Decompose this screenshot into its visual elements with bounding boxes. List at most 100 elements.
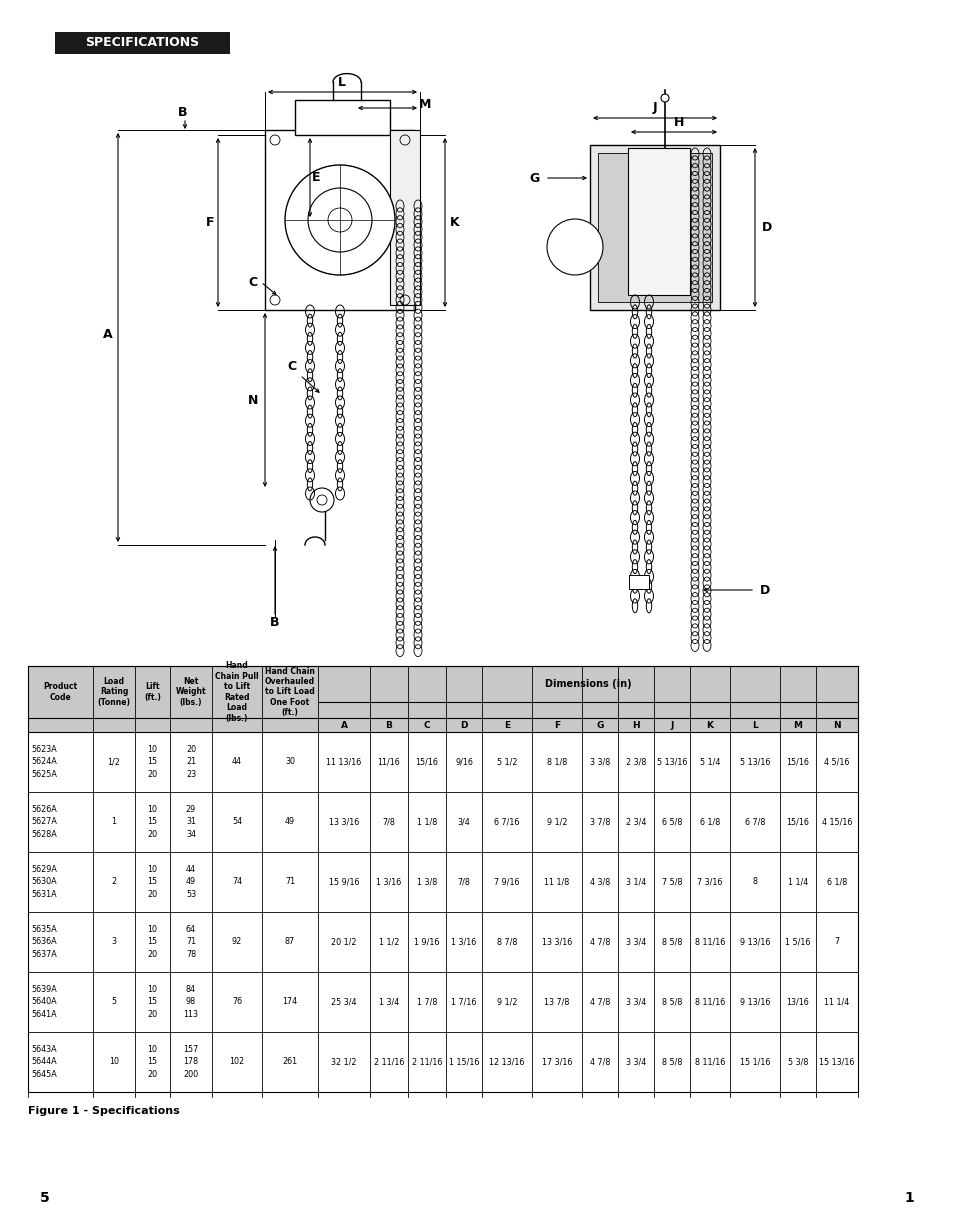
Text: 84
98
113: 84 98 113 — [183, 985, 198, 1018]
Text: SPECIFICATIONS: SPECIFICATIONS — [86, 37, 199, 49]
Text: 20
21
23: 20 21 23 — [186, 745, 196, 779]
Text: 20 1/2: 20 1/2 — [331, 937, 356, 946]
Text: 5626A
5627A
5628A: 5626A 5627A 5628A — [30, 805, 57, 839]
Text: E: E — [312, 171, 320, 184]
Text: B: B — [270, 616, 279, 628]
Bar — [28, 972, 857, 1032]
Text: D: D — [760, 584, 769, 596]
Text: Load
Rating
(Tonne): Load Rating (Tonne) — [97, 677, 131, 707]
Text: 4 7/8: 4 7/8 — [589, 937, 610, 946]
Text: 1 3/16: 1 3/16 — [451, 937, 476, 946]
Text: K: K — [706, 720, 713, 730]
Text: J: J — [670, 720, 673, 730]
Text: 7/8: 7/8 — [382, 817, 395, 827]
Text: Net
Weight
(lbs.): Net Weight (lbs.) — [175, 677, 206, 707]
Text: 9 1/2: 9 1/2 — [497, 998, 517, 1006]
Text: 7 9/16: 7 9/16 — [494, 877, 519, 886]
Bar — [598, 153, 711, 302]
Text: 9 13/16: 9 13/16 — [739, 998, 769, 1006]
Text: 5635A
5636A
5637A: 5635A 5636A 5637A — [30, 925, 56, 960]
Text: 54: 54 — [232, 817, 242, 827]
Text: 1 9/16: 1 9/16 — [414, 937, 439, 946]
Text: 3 3/4: 3 3/4 — [625, 1058, 645, 1066]
Text: 3 1/4: 3 1/4 — [625, 877, 645, 886]
Text: 174: 174 — [282, 998, 297, 1006]
Text: 10
15
20: 10 15 20 — [148, 925, 157, 960]
Text: 9 1/2: 9 1/2 — [546, 817, 567, 827]
Text: 157
178
200: 157 178 200 — [183, 1045, 198, 1079]
Text: 3 7/8: 3 7/8 — [589, 817, 610, 827]
Text: 1: 1 — [112, 817, 116, 827]
Text: 10
15
20: 10 15 20 — [148, 805, 157, 839]
Text: 4 3/8: 4 3/8 — [589, 877, 610, 886]
Text: 11 1/8: 11 1/8 — [544, 877, 569, 886]
Text: 1 1/8: 1 1/8 — [416, 817, 436, 827]
Text: F: F — [554, 720, 559, 730]
Text: 1 1/4: 1 1/4 — [787, 877, 807, 886]
Text: 3 3/8: 3 3/8 — [589, 757, 610, 767]
Text: H: H — [632, 720, 639, 730]
Text: B: B — [385, 720, 392, 730]
Text: 74: 74 — [232, 877, 242, 886]
Text: M: M — [793, 720, 801, 730]
Text: 5639A
5640A
5641A: 5639A 5640A 5641A — [30, 985, 56, 1018]
Text: 2 3/4: 2 3/4 — [625, 817, 645, 827]
Text: 32 1/2: 32 1/2 — [331, 1058, 356, 1066]
Text: 9/16: 9/16 — [455, 757, 473, 767]
Text: 49: 49 — [285, 817, 294, 827]
Text: 4 7/8: 4 7/8 — [589, 1058, 610, 1066]
Text: 8 5/8: 8 5/8 — [661, 998, 681, 1006]
Text: 8 1/8: 8 1/8 — [546, 757, 566, 767]
Bar — [55, 32, 230, 54]
Text: 76: 76 — [232, 998, 242, 1006]
Text: E: E — [503, 720, 510, 730]
Text: G: G — [596, 720, 603, 730]
Text: 7 5/8: 7 5/8 — [661, 877, 681, 886]
Text: 11 13/16: 11 13/16 — [326, 757, 361, 767]
Text: 5 13/16: 5 13/16 — [739, 757, 769, 767]
Text: 15/16: 15/16 — [416, 757, 438, 767]
Text: Figure 1 - Specifications: Figure 1 - Specifications — [28, 1106, 179, 1117]
Text: G: G — [529, 172, 539, 184]
Text: B: B — [178, 107, 188, 119]
Text: 11/16: 11/16 — [377, 757, 400, 767]
Text: 11 1/4: 11 1/4 — [823, 998, 849, 1006]
Circle shape — [285, 164, 395, 275]
Text: 6 5/8: 6 5/8 — [661, 817, 681, 827]
Bar — [28, 733, 857, 791]
Text: 1 7/16: 1 7/16 — [451, 998, 476, 1006]
Text: 13 7/8: 13 7/8 — [544, 998, 569, 1006]
Text: 8 11/16: 8 11/16 — [694, 998, 724, 1006]
Text: 6 1/8: 6 1/8 — [700, 817, 720, 827]
Text: Dimensions (in): Dimensions (in) — [544, 679, 631, 690]
Text: 5623A
5624A
5625A: 5623A 5624A 5625A — [30, 745, 57, 779]
Text: N: N — [248, 394, 258, 406]
Text: 7: 7 — [834, 937, 839, 946]
Circle shape — [660, 94, 668, 102]
Text: 5643A
5644A
5645A: 5643A 5644A 5645A — [30, 1045, 56, 1079]
Text: 1: 1 — [903, 1191, 913, 1205]
Circle shape — [328, 209, 352, 232]
Text: 7 3/16: 7 3/16 — [697, 877, 722, 886]
Text: 7/8: 7/8 — [457, 877, 470, 886]
Text: 5: 5 — [112, 998, 116, 1006]
Text: 10
15
20: 10 15 20 — [148, 865, 157, 899]
Text: 2 11/16: 2 11/16 — [374, 1058, 404, 1066]
Text: 2: 2 — [112, 877, 116, 886]
Circle shape — [308, 188, 372, 252]
Text: J: J — [652, 102, 657, 114]
Text: K: K — [450, 216, 459, 229]
Text: 1 5/16: 1 5/16 — [784, 937, 810, 946]
Text: 12 13/16: 12 13/16 — [489, 1058, 524, 1066]
Bar — [28, 852, 857, 912]
Text: 8 7/8: 8 7/8 — [497, 937, 517, 946]
Text: 10
15
20: 10 15 20 — [148, 1045, 157, 1079]
Text: 3/4: 3/4 — [457, 817, 470, 827]
Text: 15/16: 15/16 — [785, 757, 808, 767]
Text: 1 7/8: 1 7/8 — [416, 998, 436, 1006]
Text: C: C — [287, 361, 296, 373]
Text: C: C — [248, 276, 257, 288]
Text: 1 15/16: 1 15/16 — [448, 1058, 478, 1066]
Text: 1 3/8: 1 3/8 — [416, 877, 436, 886]
Text: 8 5/8: 8 5/8 — [661, 1058, 681, 1066]
